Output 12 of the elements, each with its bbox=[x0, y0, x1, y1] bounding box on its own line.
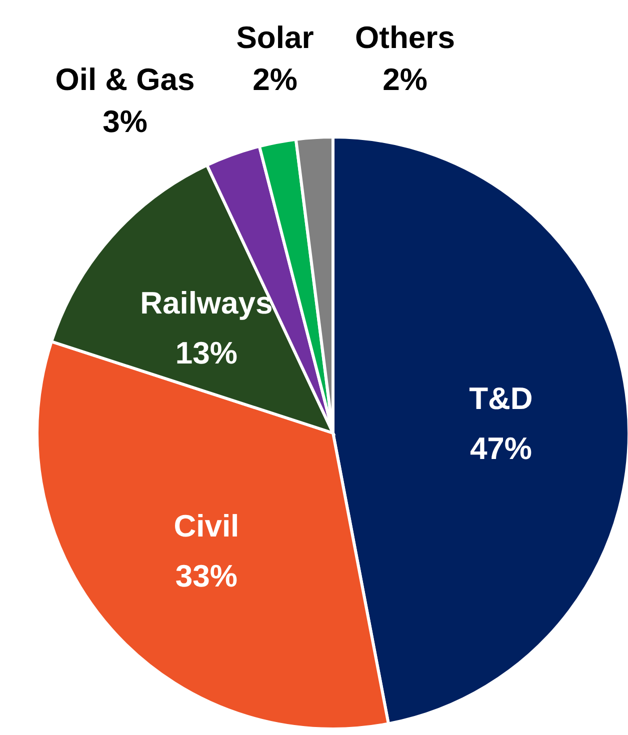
slice-label: Civil bbox=[174, 508, 240, 544]
data-label: 2% bbox=[252, 62, 298, 97]
data-label: 3% bbox=[102, 104, 148, 139]
data-label: 13% bbox=[175, 335, 238, 370]
slice-label: Oil & Gas bbox=[55, 62, 195, 97]
data-label: 47% bbox=[470, 431, 532, 466]
data-label: 2% bbox=[382, 62, 428, 97]
slice-label: Others bbox=[355, 20, 455, 55]
slice-label: T&D bbox=[469, 381, 533, 416]
slice-label: Railways bbox=[140, 285, 273, 320]
data-label: 33% bbox=[175, 558, 238, 594]
slice-label: Solar bbox=[236, 20, 314, 55]
